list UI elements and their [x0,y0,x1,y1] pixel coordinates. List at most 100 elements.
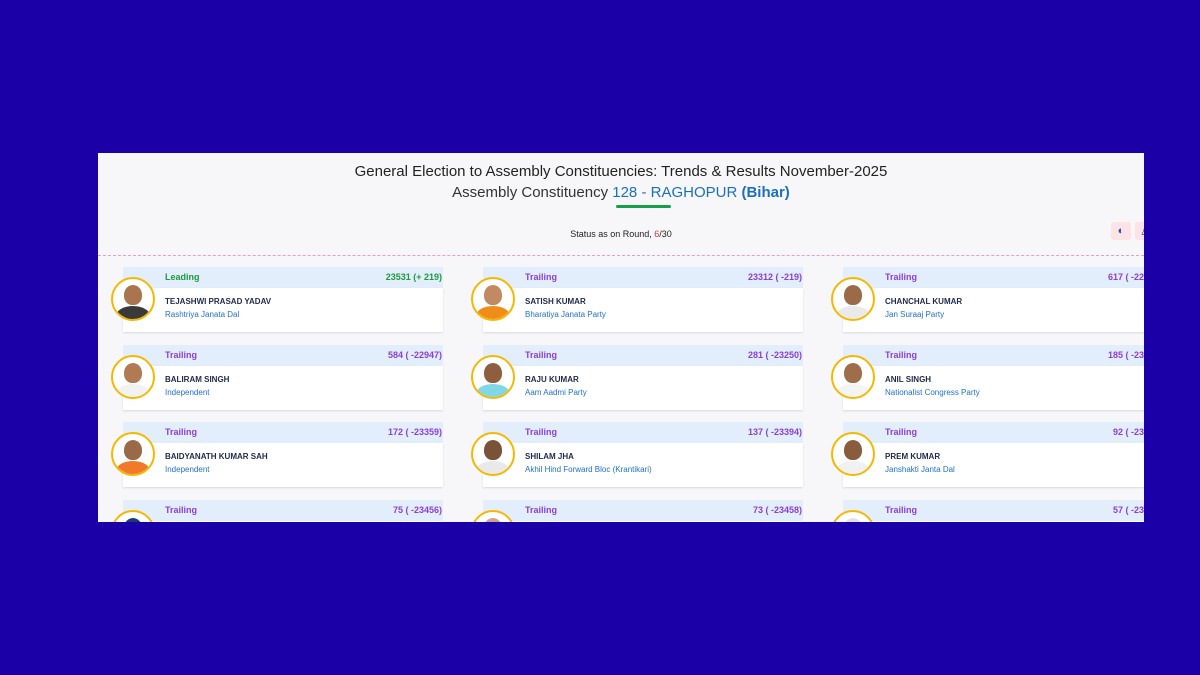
avatar-body [476,384,510,397]
card-header [843,267,1144,288]
candidate-card[interactable]: Trailing 57 ( -23474) [823,500,1144,522]
vote-count: 172 ( -23359) [387,427,442,437]
status-badge: Trailing [885,505,918,515]
results-panel: General Election to Assembly Constituenc… [98,153,1144,522]
avatar-body [116,461,150,474]
candidate-name: RAJU KUMAR [525,375,579,384]
avatar-body [836,461,870,474]
card-body [483,288,803,332]
candidate-card[interactable]: Trailing 73 ( -23458) [463,500,803,522]
vote-count: 92 ( -23439) [1112,427,1144,437]
toolbar: ◐ ♙ [1111,222,1144,240]
constituency-state: (Bihar) [741,184,790,201]
avatar [471,355,515,399]
party-name[interactable]: Independent [165,465,210,474]
avatar-face [844,518,862,522]
candidate-card[interactable]: Trailing 75 ( -23456) [103,500,443,522]
card-body [483,366,803,410]
candidate-card[interactable]: Trailing 281 ( -23250) RAJU KUMAR Aam Aa… [463,345,803,410]
status-badge: Trailing [525,505,558,515]
vote-count: 57 ( -23474) [1112,505,1144,515]
candidate-name: ANIL SINGH [885,375,932,384]
title-underline [616,205,671,208]
vote-count: 73 ( -23458) [752,505,802,515]
candidate-card[interactable]: Trailing 23312 ( -219) SATISH KUMAR Bhar… [463,267,803,332]
party-name[interactable]: Jan Suraaj Party [885,310,945,319]
avatar [831,355,875,399]
card-header [483,267,803,288]
card-body [123,443,443,487]
avatar [111,355,155,399]
user-icon[interactable]: ♙ [1135,222,1144,240]
candidate-name: BALIRAM SINGH [165,375,230,384]
candidate-name: SHILAM JHA [525,452,574,461]
status-badge: Trailing [525,427,558,437]
avatar-body [476,306,510,319]
candidate-card[interactable]: Leading 23531 (+ 219) TEJASHWI PRASAD YA… [103,267,443,332]
avatar-face [124,518,142,522]
avatar-face [124,363,142,383]
avatar-face [124,440,142,460]
avatar [471,432,515,476]
status-badge: Trailing [525,272,558,282]
candidate-card[interactable]: Trailing 584 ( -22947) BALIRAM SINGH Ind… [103,345,443,410]
avatar-face [484,285,502,305]
card-header [843,345,1144,366]
card-body [123,521,443,522]
card-header [123,422,443,443]
avatar-body [476,461,510,474]
party-name[interactable]: Nationalist Congress Party [885,388,980,397]
party-name[interactable]: Rashtriya Janata Dal [165,310,240,319]
page-title: General Election to Assembly Constituenc… [354,163,888,180]
card-header [483,422,803,443]
avatar [831,277,875,321]
card-header [843,500,1144,521]
status-badge: Trailing [525,350,558,360]
globe-icon[interactable]: ◐ [1111,222,1131,240]
card-body [483,443,803,487]
status-badge: Leading [165,272,200,282]
card-body [123,366,443,410]
card-header [483,345,803,366]
avatar-body [116,306,150,319]
vote-count: 185 ( -23346) [1107,350,1144,360]
vote-count: 281 ( -23250) [747,350,802,360]
card-header [123,267,443,288]
card-body [843,288,1144,332]
avatar [471,277,515,321]
vote-count: 137 ( -23394) [747,427,802,437]
status-badge: Trailing [165,350,198,360]
avatar-body [836,306,870,319]
card-header [843,422,1144,443]
vote-count: 23531 (+ 219) [385,272,442,282]
card-body [843,366,1144,410]
card-header [483,500,803,521]
avatar [111,432,155,476]
candidate-card[interactable]: Trailing 92 ( -23439) PREM KUMAR Janshak… [823,422,1144,487]
avatar-face [484,363,502,383]
party-name[interactable]: Aam Aadmi Party [525,388,587,397]
candidate-card[interactable]: Trailing 172 ( -23359) BAIDYANATH KUMAR … [103,422,443,487]
constituency-title: Assembly Constituency 128 - RAGHOPUR (Bi… [98,184,1144,201]
status-badge: Trailing [885,272,918,282]
avatar-face [484,440,502,460]
card-header [123,500,443,521]
vote-count: 23312 ( -219) [747,272,802,282]
party-name[interactable]: Akhil Hind Forward Bloc (Krantikari) [525,465,652,474]
divider [98,255,1144,256]
avatar-face [124,285,142,305]
avatar-face [844,285,862,305]
candidate-name: PREM KUMAR [885,452,941,461]
candidate-card[interactable]: Trailing 185 ( -23346) ANIL SINGH Nation… [823,345,1144,410]
candidate-card[interactable]: Trailing 137 ( -23394) SHILAM JHA Akhil … [463,422,803,487]
party-name[interactable]: Independent [165,388,210,397]
card-body [843,443,1144,487]
card-header [123,345,443,366]
card-body [483,521,803,522]
constituency-number: 128 - RAGHOPUR [612,184,738,201]
avatar-face [844,363,862,383]
party-name[interactable]: Bharatiya Janata Party [525,310,606,319]
vote-count: 584 ( -22947) [387,350,442,360]
party-name[interactable]: Janshakti Janta Dal [885,465,955,474]
candidate-card[interactable]: Trailing 617 ( -22914) CHANCHAL KUMAR Ja… [823,267,1144,332]
